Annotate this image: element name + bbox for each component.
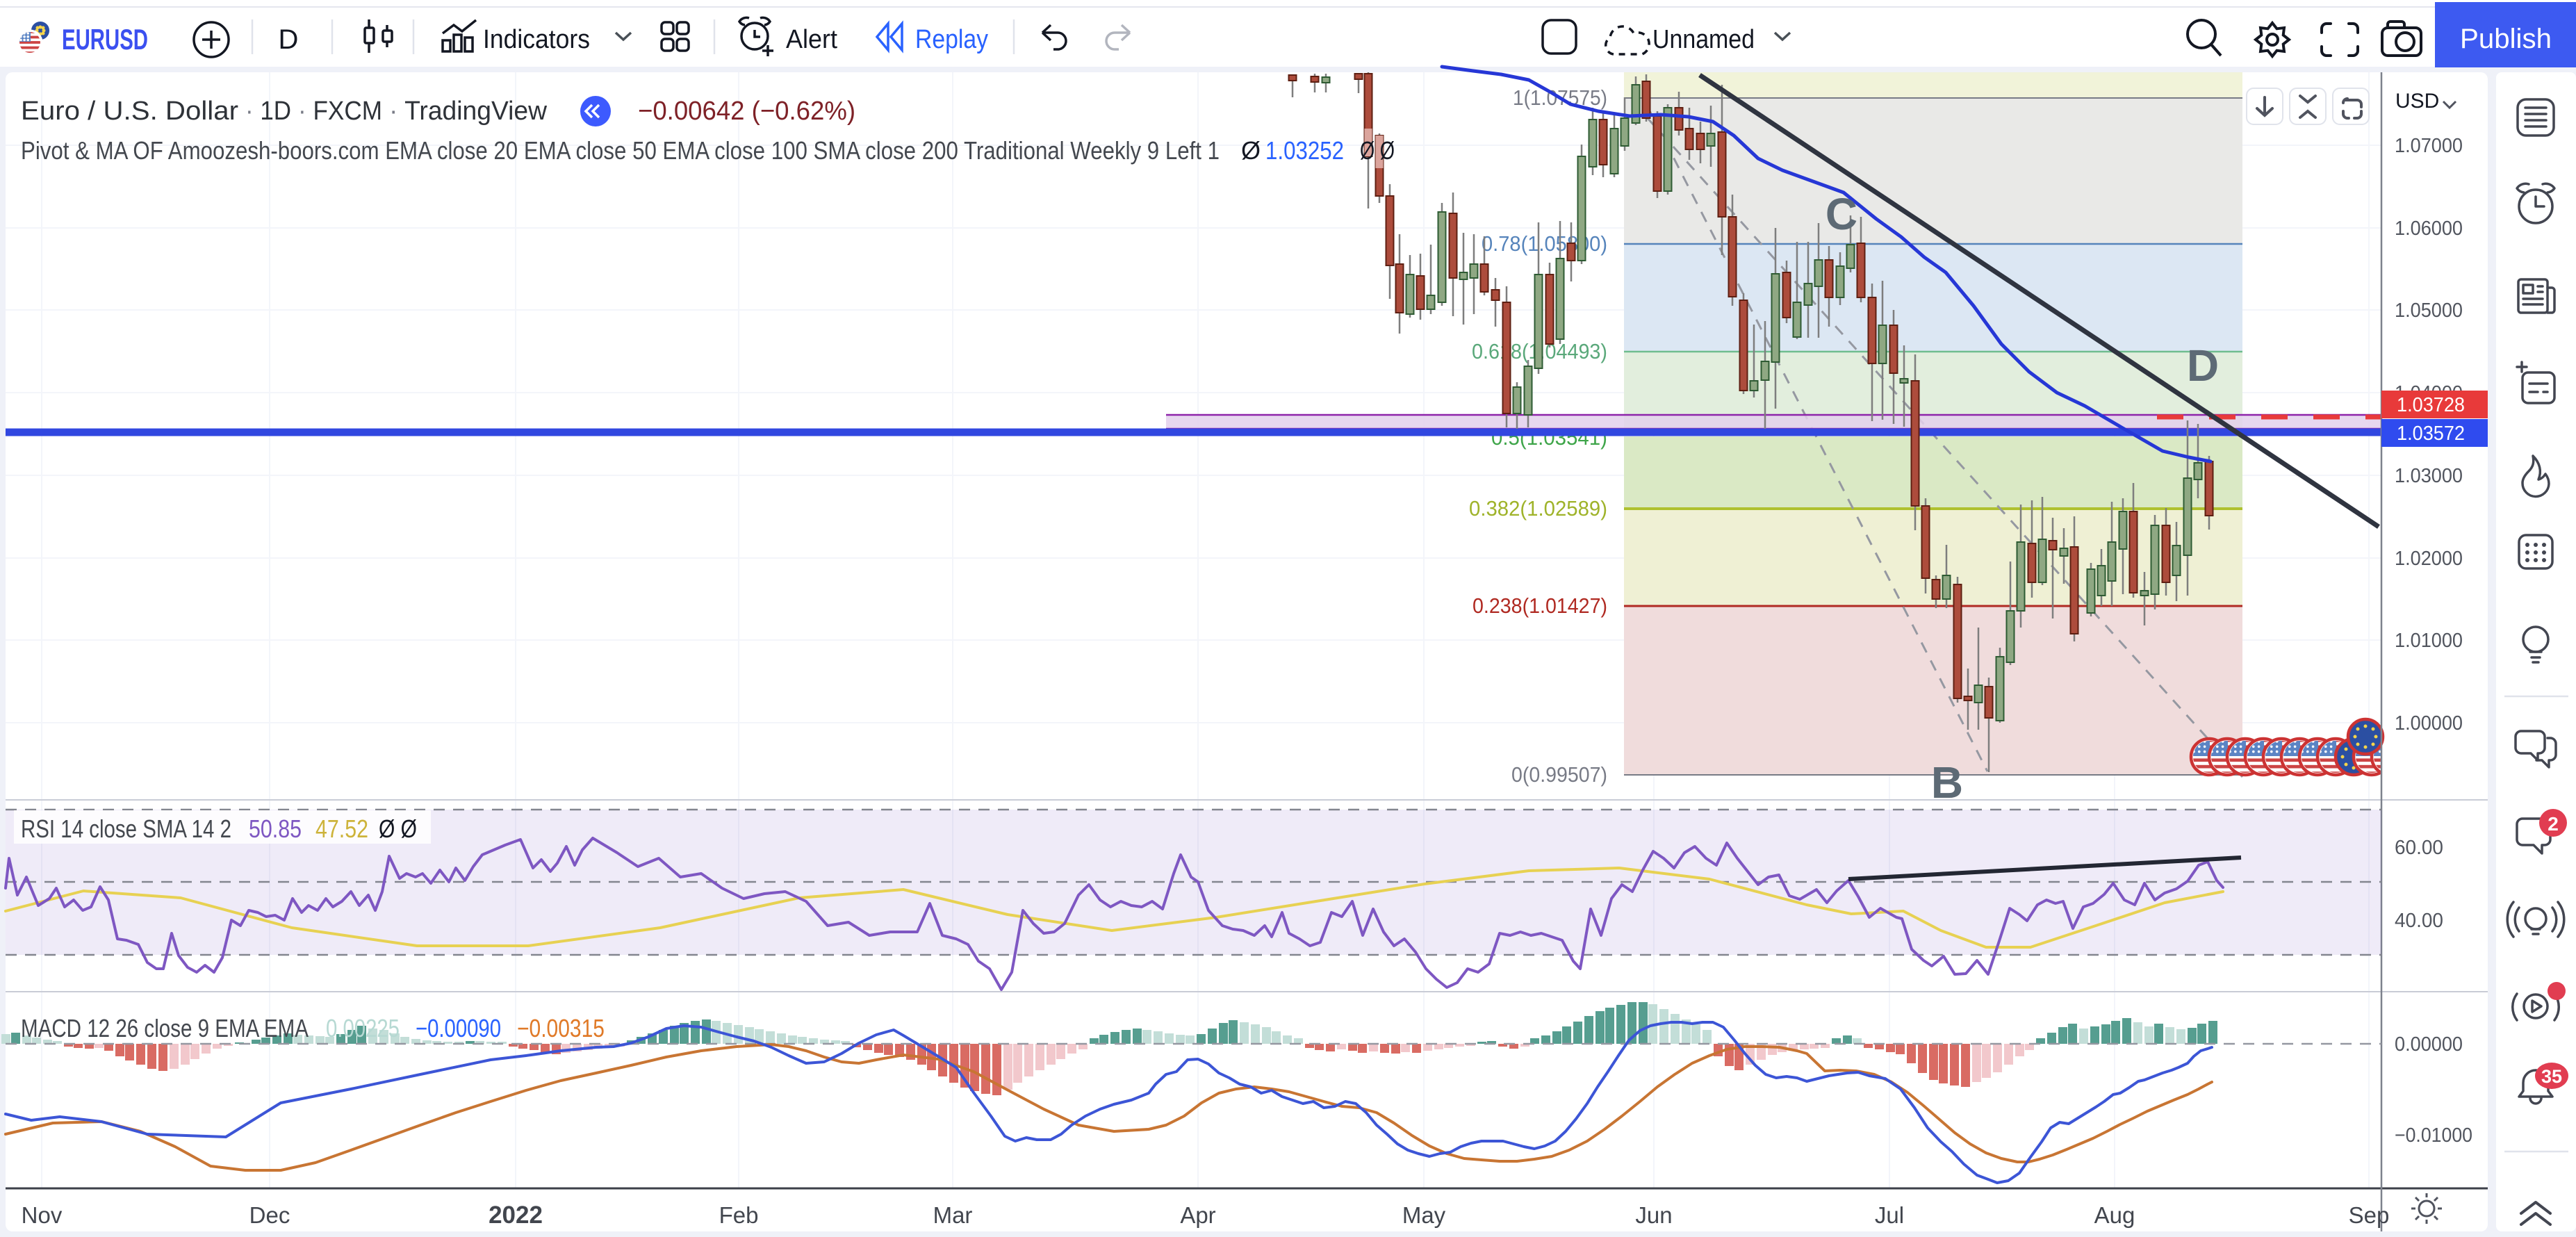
svg-text:USD: USD [2395, 90, 2439, 113]
svg-text:Pivot & MA OF Amoozesh-boors.c: Pivot & MA OF Amoozesh-boors.com EMA clo… [21, 136, 1220, 165]
svg-text:1.03728: 1.03728 [2397, 394, 2465, 416]
svg-text:0.382(1.02589): 0.382(1.02589) [1469, 496, 1607, 521]
svg-text:Feb: Feb [719, 1202, 759, 1228]
svg-text:Jun: Jun [1635, 1202, 1672, 1228]
svg-text:1.06000: 1.06000 [2395, 218, 2463, 240]
svg-text:50.85: 50.85 [249, 814, 302, 843]
svg-text:· 1D: · 1D [245, 97, 291, 126]
svg-text:1.03572: 1.03572 [2397, 423, 2465, 445]
svg-text:0.00225: 0.00225 [326, 1014, 400, 1042]
svg-text:Ø Ø: Ø Ø [1360, 136, 1395, 165]
svg-text:Aug: Aug [2094, 1202, 2135, 1228]
svg-text:2: 2 [2548, 813, 2559, 835]
svg-text:−0.00642 (−0.62%): −0.00642 (−0.62%) [638, 97, 855, 126]
svg-text:40.00: 40.00 [2395, 910, 2443, 932]
svg-text:Mar: Mar [933, 1202, 973, 1228]
svg-text:1.01000: 1.01000 [2395, 630, 2463, 652]
svg-text:Indicators: Indicators [483, 25, 590, 54]
svg-text:Ø Ø: Ø Ø [379, 814, 417, 843]
svg-text:Replay: Replay [915, 25, 988, 54]
svg-text:1.03252: 1.03252 [1265, 136, 1344, 165]
svg-text:· TradingView: · TradingView [389, 97, 548, 126]
svg-text:1.02000: 1.02000 [2395, 548, 2463, 570]
svg-text:Unnamed: Unnamed [1652, 25, 1755, 54]
svg-text:Sep: Sep [2349, 1202, 2390, 1228]
svg-text:35: 35 [2541, 1066, 2562, 1087]
svg-text:2022: 2022 [489, 1202, 543, 1229]
svg-text:47.52: 47.52 [315, 814, 368, 843]
svg-text:Dec: Dec [249, 1202, 290, 1228]
svg-text:RSI 14 close SMA 14 2: RSI 14 close SMA 14 2 [21, 814, 231, 843]
svg-text:−0.00315: −0.00315 [517, 1014, 605, 1042]
svg-text:Jul: Jul [1875, 1202, 1904, 1228]
svg-text:EURUSD: EURUSD [62, 23, 148, 56]
svg-text:D: D [2187, 341, 2219, 391]
svg-text:· FXCM: · FXCM [298, 97, 382, 126]
svg-text:0.00000: 0.00000 [2395, 1033, 2463, 1056]
svg-text:Alert: Alert [786, 25, 837, 54]
svg-text:−0.00090: −0.00090 [416, 1014, 501, 1042]
svg-text:1.00000: 1.00000 [2395, 712, 2463, 735]
svg-text:Euro / U.S. Dollar: Euro / U.S. Dollar [21, 97, 238, 126]
svg-text:1.05000: 1.05000 [2395, 300, 2463, 322]
svg-text:0.78(1.05800): 0.78(1.05800) [1482, 231, 1607, 256]
svg-text:60.00: 60.00 [2395, 837, 2443, 859]
svg-text:May: May [1402, 1202, 1446, 1228]
svg-text:0(0.99507): 0(0.99507) [1511, 762, 1607, 787]
svg-text:D: D [279, 24, 299, 55]
svg-text:Publish: Publish [2460, 24, 2552, 54]
svg-text:MACD 12 26 close 9 EMA EMA: MACD 12 26 close 9 EMA EMA [21, 1014, 309, 1042]
svg-text:Apr: Apr [1180, 1202, 1215, 1228]
svg-text:0.238(1.01427): 0.238(1.01427) [1472, 593, 1607, 618]
svg-text:Nov: Nov [22, 1202, 63, 1228]
svg-text:1.03000: 1.03000 [2395, 465, 2463, 487]
svg-text:−0.01000: −0.01000 [2395, 1124, 2472, 1147]
svg-text:1.07000: 1.07000 [2395, 135, 2463, 157]
svg-text:Ø: Ø [1241, 136, 1261, 165]
svg-text:C: C [1826, 189, 1857, 239]
